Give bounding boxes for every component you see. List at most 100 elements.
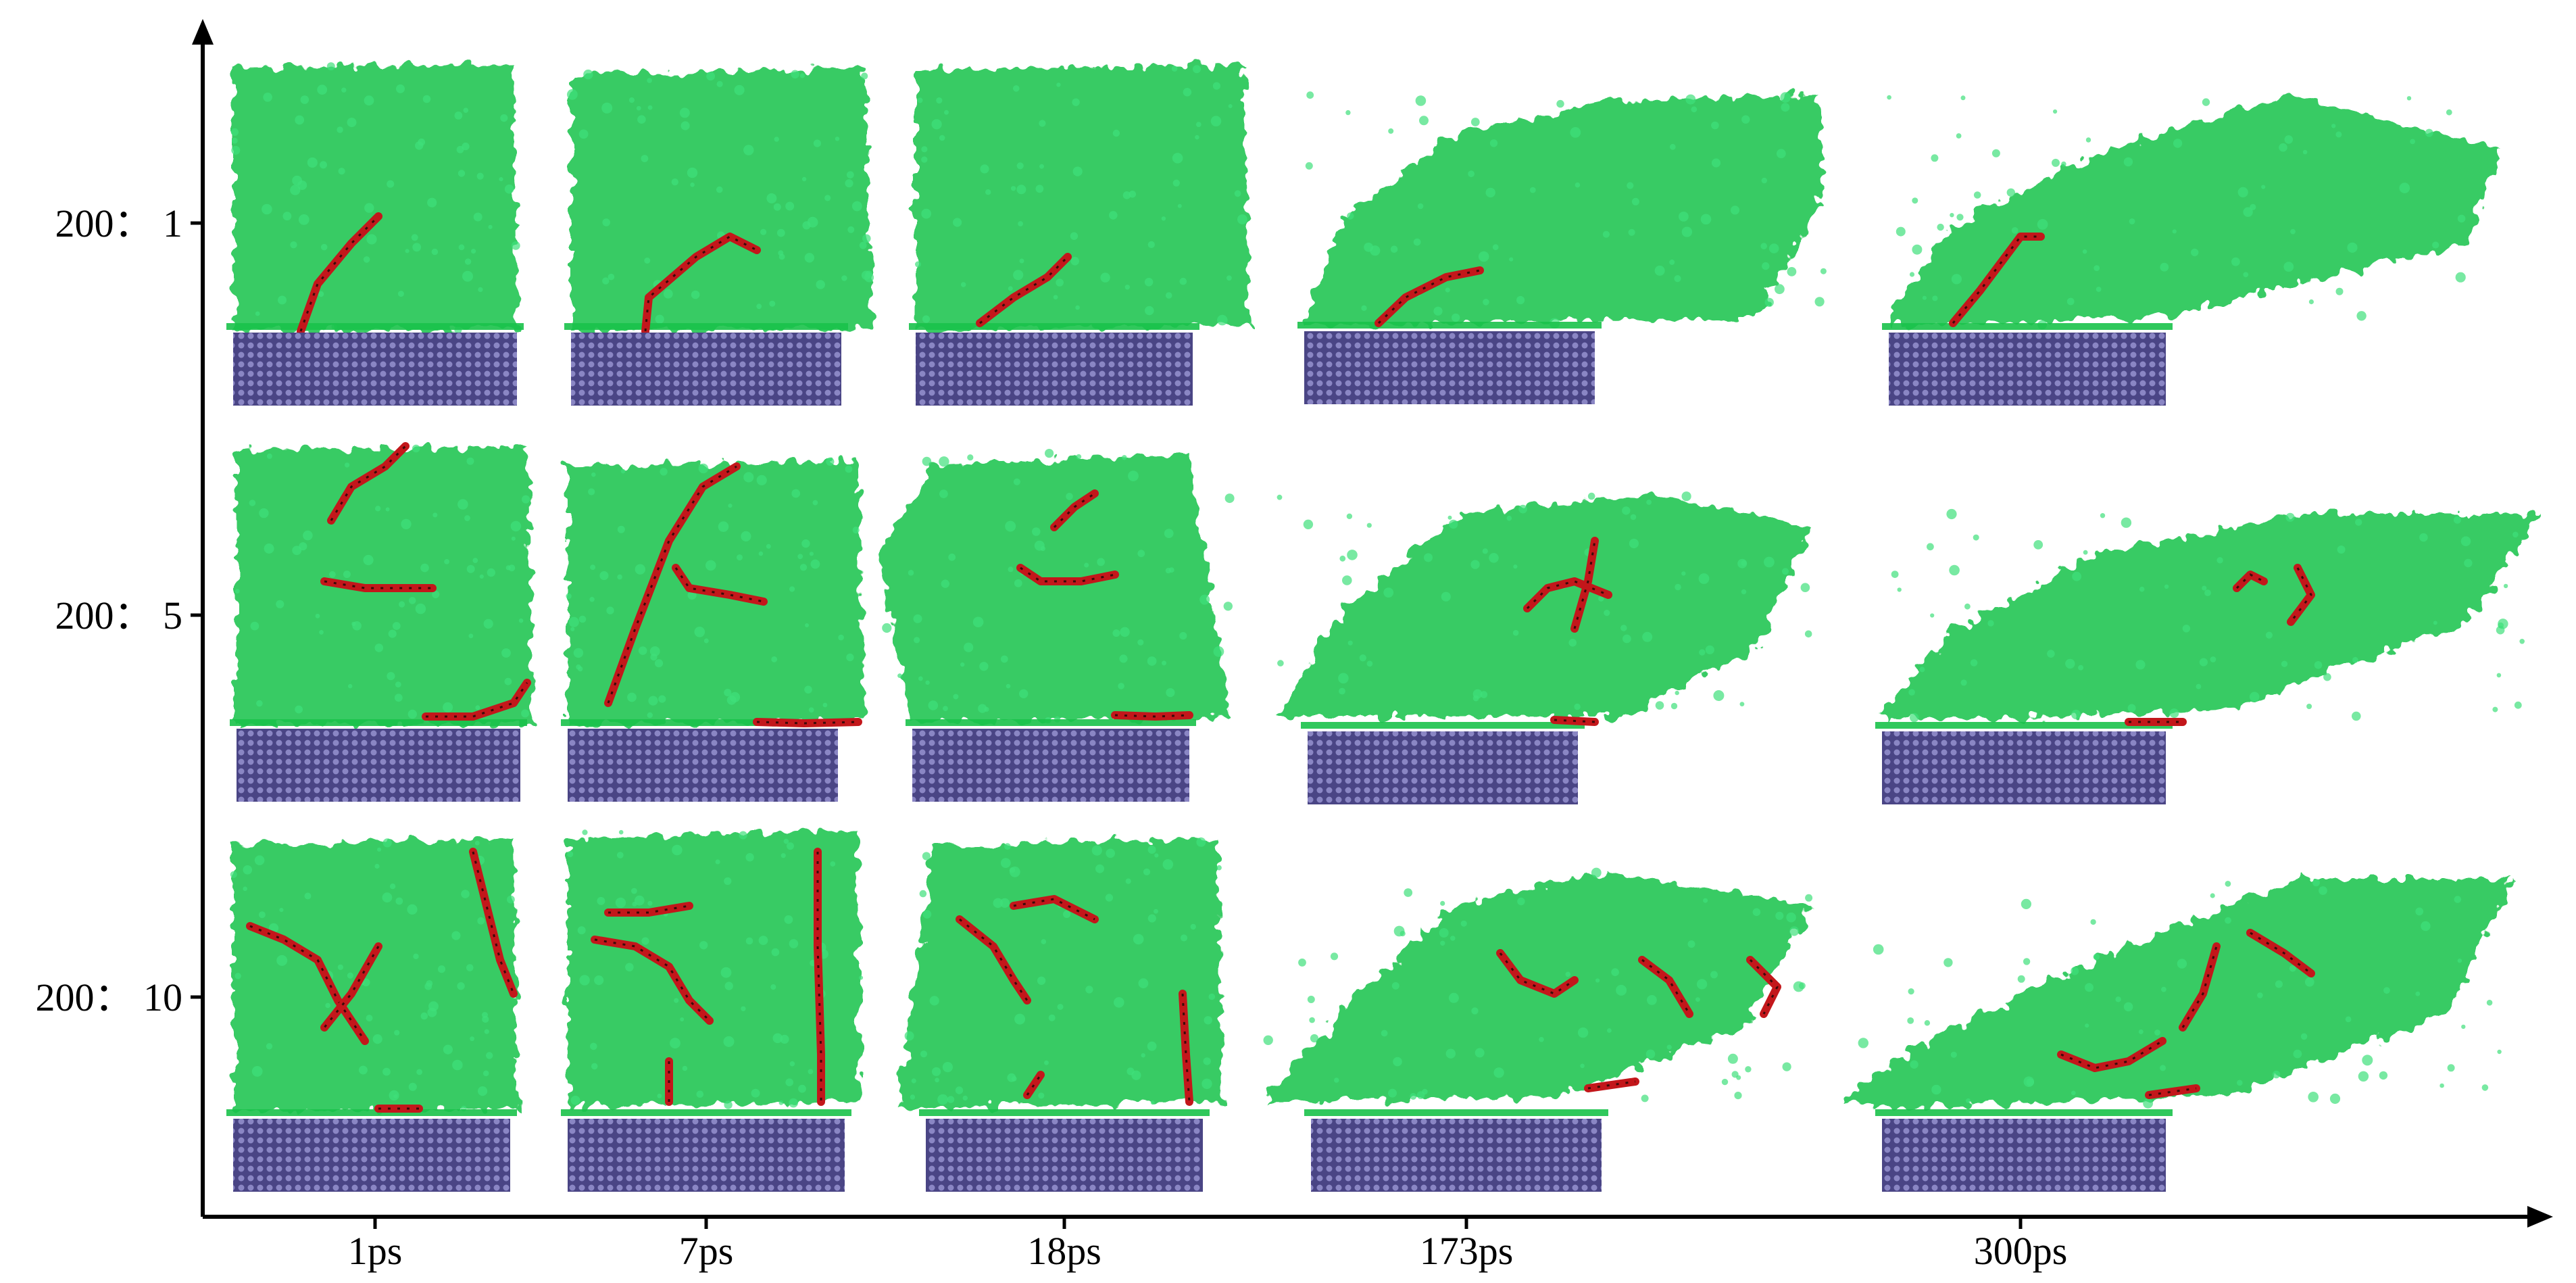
snapshot-panel-13 [899,837,1223,1192]
polymer-bead [276,954,288,966]
polymer-bead [928,700,939,710]
polymer-bead [917,97,923,103]
substrate-block [237,729,520,802]
polymer-bead [812,500,818,506]
polymer-bead [810,559,820,569]
polymer-bead [1415,95,1427,106]
polymer-bead [2085,1023,2089,1028]
red-chain [672,564,768,606]
polymer-bead [1179,277,1187,285]
polymer-bead [2492,706,2498,712]
polymer-bead [1642,631,1653,642]
polymer-bead [2300,1033,2308,1040]
polymer-bead [941,579,950,588]
polymer-bead [2085,137,2091,143]
polymer-bead [787,842,794,850]
polymer-bead [851,201,862,212]
polymer-bead [2083,550,2088,555]
polymer-bead [1361,305,1367,311]
polymer-bead [1039,120,1046,127]
polymer-bead [741,1006,746,1012]
polymer-bead [1696,979,1708,990]
polymer-bead [935,1078,939,1083]
polymer-bead [2139,586,2145,592]
polymer-bead [915,261,921,268]
polymer-bead [799,73,805,78]
polymer-bead [1413,238,1421,246]
red-chain [1374,266,1484,327]
polymer-bead [608,273,615,281]
polymer-bead [922,315,931,323]
polymer-bead [2355,518,2362,526]
substrate-block [1889,333,2166,406]
polymer-bead [1711,121,1719,130]
polymer-bead [1056,279,1064,287]
polymer-bead [2100,513,2106,518]
polymer-bead [1800,583,1810,592]
polymer-bead [841,275,847,281]
polymer-bead [1013,270,1024,281]
polymer-bead [567,850,574,858]
polymer-bead [396,84,405,93]
polymer-bead [1645,1049,1656,1059]
polymer-bead [431,248,439,256]
polymer-bead [326,62,335,71]
polymer-bead [1675,583,1681,591]
polymer-bead [230,871,237,878]
polymer-bead [382,1067,391,1076]
polymer-bead [1006,683,1011,689]
polymer-bead [2249,692,2260,702]
polymer-texture [1891,508,2525,723]
polymer-bead [1445,287,1450,293]
polymer-bead [1388,128,1394,134]
polymer-bead [660,468,668,476]
polymer-bead [655,314,664,324]
polymer-bead [1910,1060,1918,1069]
polymer-bead [297,180,307,190]
polymer-bead [2202,98,2210,106]
polymer-bead [1105,894,1114,902]
polymer-bead [1710,971,1718,979]
polymer-bead [374,863,380,869]
polymer-bead [1263,1035,1273,1046]
polymer-bead [1172,179,1181,187]
polymer-bead [636,105,641,111]
polymer-bead [1404,888,1413,897]
polymer-bead [1698,573,1710,584]
polymer-bead [1010,186,1016,191]
polymer-texture [1277,491,1812,710]
polymer-bead [1675,690,1679,696]
polymer-bead [1147,656,1157,666]
polymer-bead [243,865,253,875]
polymer-bead [504,184,514,194]
polymer-bead [2006,188,2015,197]
polymer-bead [760,228,767,235]
polymer-bead [1126,1067,1135,1075]
polymer-bead [2406,96,2412,101]
red-chain-beads [1181,993,1191,1103]
polymer-texture [1858,879,2502,1109]
polymer-bead [1056,82,1061,87]
polymer-bead [1034,540,1045,551]
polymer-bead [318,291,324,297]
polymer-bead [1789,926,1800,936]
polymer-bead [797,554,803,560]
polymer-bead [920,1050,928,1058]
red-chain-beads [2235,573,2264,589]
polymer-bead [1775,911,1784,920]
red-chain-beads [979,256,1069,324]
polymer-bead [2243,272,2249,278]
polymer-bead [2191,248,2199,257]
polymer-bead [1366,523,1372,528]
polymer-bead [824,195,831,201]
polymer-bead [250,621,259,631]
polymer-bead [769,300,776,307]
polymer-bead [1711,158,1721,168]
polymer-bead [1203,1057,1211,1065]
polymer-bead [1346,513,1353,519]
polymer-bead [230,128,239,136]
polymer-bead [1602,231,1610,238]
polymer-bead [366,1015,373,1022]
polymer-bead [1419,116,1429,126]
polymer-bead [616,852,624,858]
